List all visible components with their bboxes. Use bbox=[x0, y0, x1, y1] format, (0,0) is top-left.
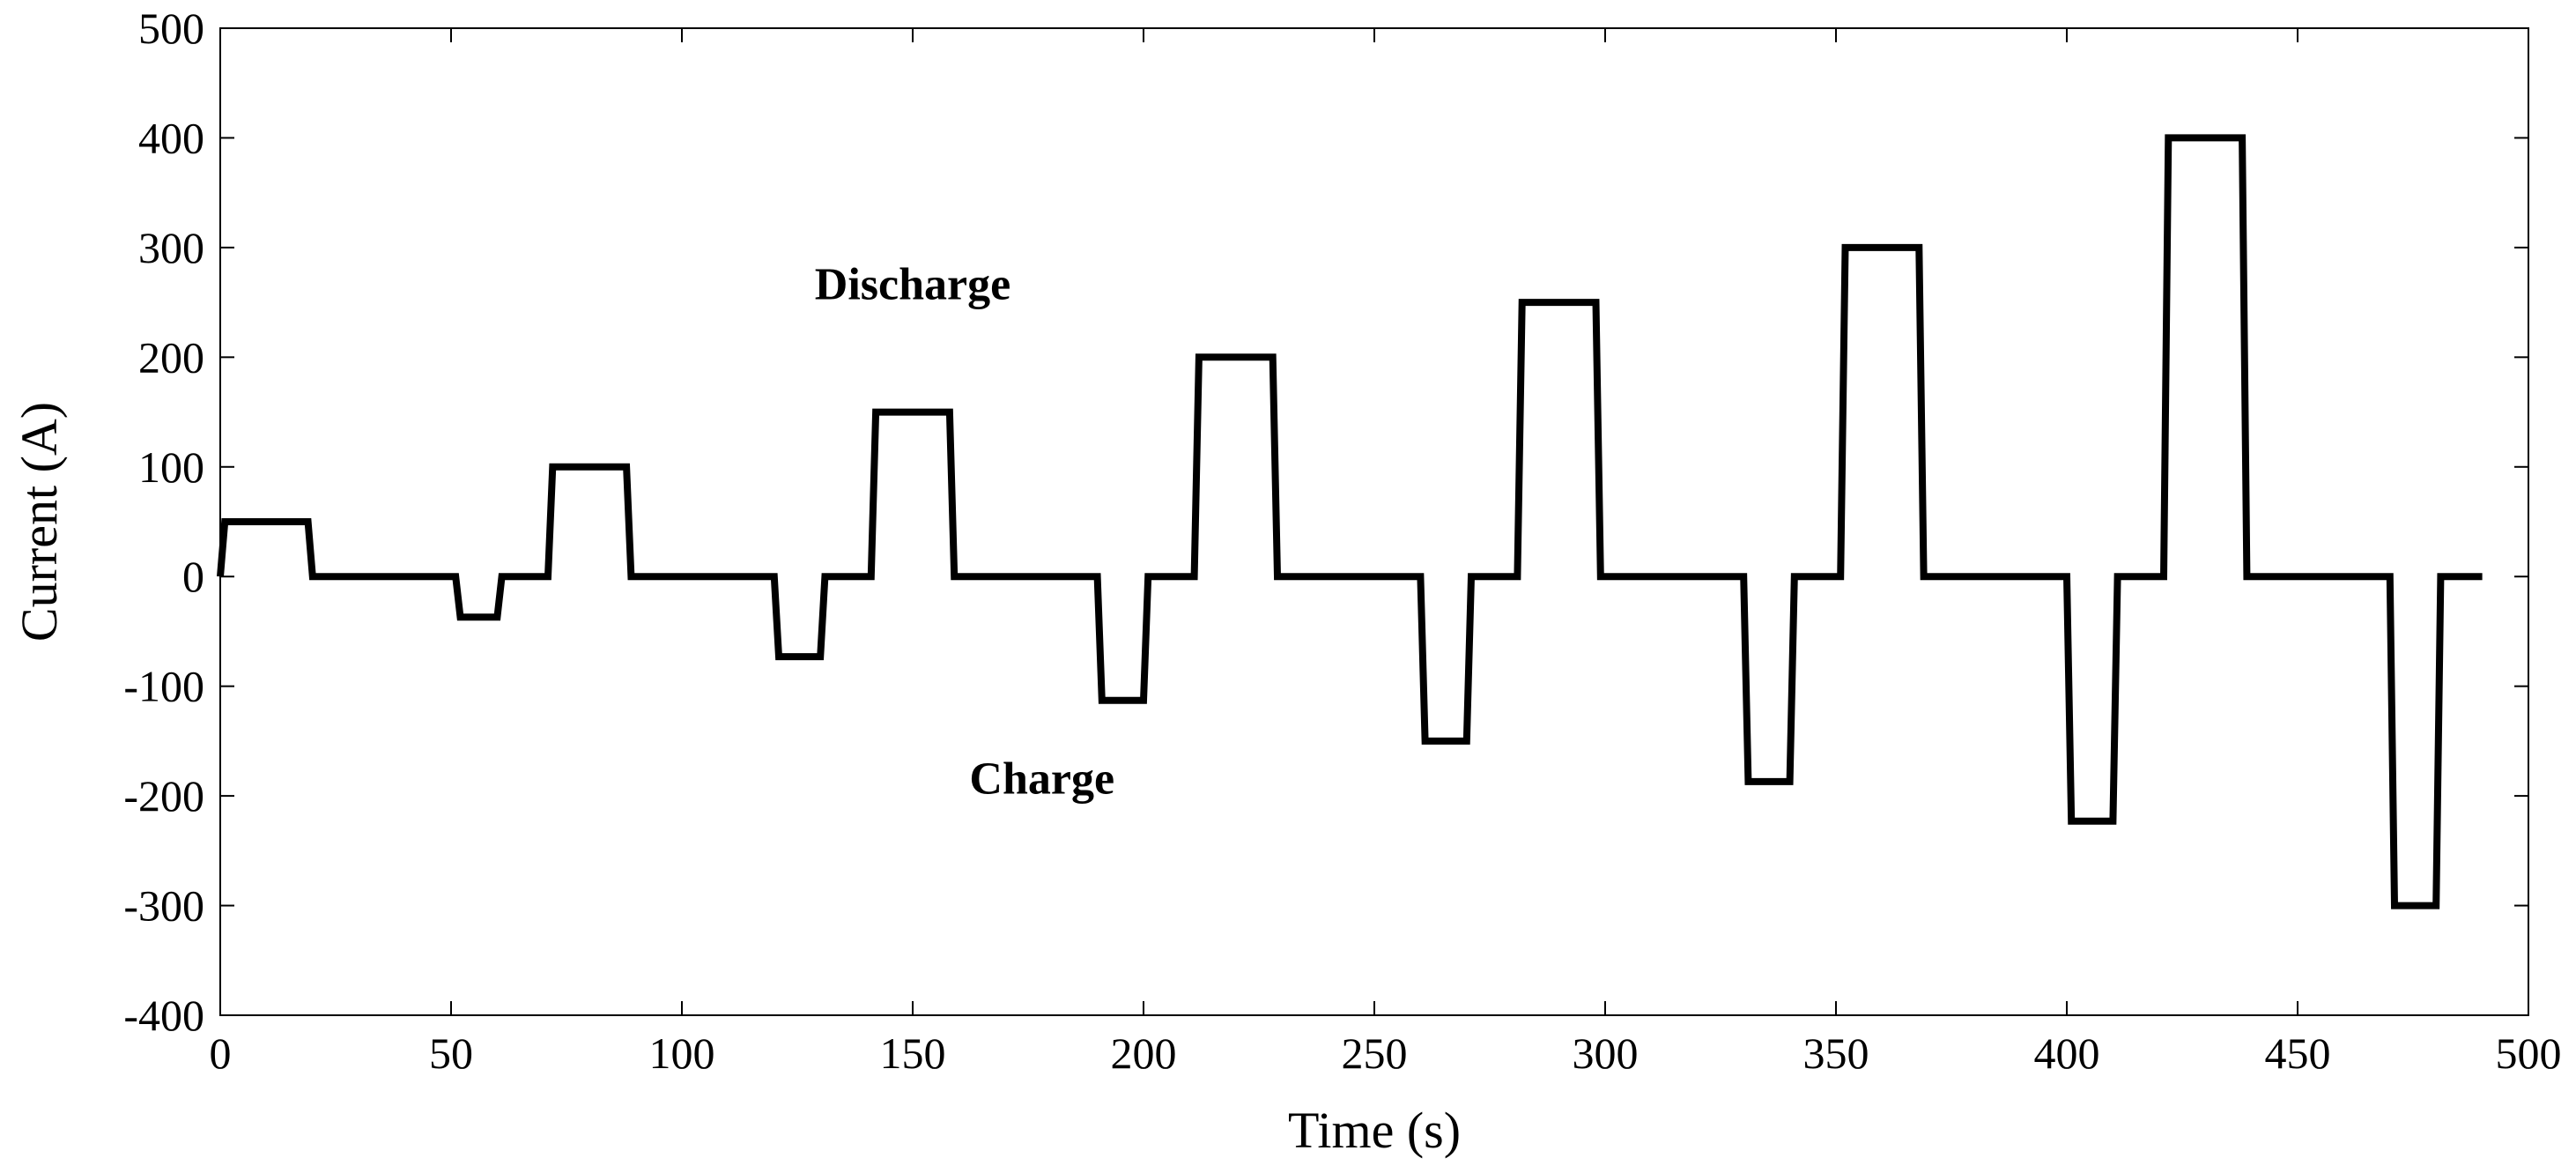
y-tick-label: -100 bbox=[123, 662, 204, 711]
x-tick-label: 0 bbox=[210, 1028, 232, 1078]
y-tick-label: 400 bbox=[138, 113, 204, 162]
y-tick-label: 500 bbox=[138, 4, 204, 53]
y-tick-label: -400 bbox=[123, 991, 204, 1040]
x-tick-label: 250 bbox=[1342, 1028, 1408, 1078]
x-tick-label: 150 bbox=[880, 1028, 946, 1078]
y-tick-label: 200 bbox=[138, 332, 204, 382]
x-tick-label: 300 bbox=[1573, 1028, 1639, 1078]
x-tick-label: 200 bbox=[1111, 1028, 1177, 1078]
x-tick-label: 100 bbox=[649, 1028, 715, 1078]
y-tick-label: 100 bbox=[138, 442, 204, 492]
y-tick-label: 0 bbox=[182, 552, 204, 601]
annotation-discharge: Discharge bbox=[815, 259, 1010, 309]
y-tick-label: -200 bbox=[123, 771, 204, 820]
x-tick-label: 50 bbox=[429, 1028, 473, 1078]
series-line-current bbox=[217, 134, 2483, 909]
annotations-layer: Discharge Charge bbox=[815, 259, 1114, 804]
x-tick-label: 350 bbox=[1803, 1028, 1869, 1078]
series-layer bbox=[217, 134, 2483, 909]
plot-area bbox=[219, 27, 2529, 1016]
y-tick-label: -300 bbox=[123, 881, 204, 931]
x-tick-label: 500 bbox=[2496, 1028, 2562, 1078]
x-tick-label: 450 bbox=[2265, 1028, 2331, 1078]
labels: 0 50 100 150 200 250 300 350 400 450 500 -400 -300 -2… bbox=[11, 4, 2562, 1159]
y-tick-label: 300 bbox=[138, 223, 204, 272]
annotation-charge: Charge bbox=[969, 754, 1114, 805]
ticks bbox=[219, 27, 2529, 1016]
y-axis-label: Current (A) bbox=[11, 402, 68, 642]
x-tick-label: 400 bbox=[2034, 1028, 2100, 1078]
x-axis-label: Time (s) bbox=[1288, 1102, 1461, 1159]
